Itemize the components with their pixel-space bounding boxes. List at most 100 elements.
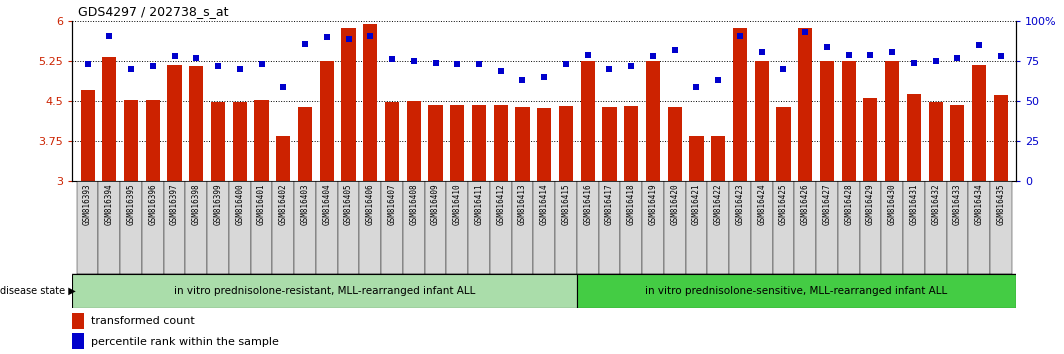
Point xyxy=(449,62,466,67)
Point xyxy=(187,55,204,61)
Text: GSM816429: GSM816429 xyxy=(866,183,875,225)
Point xyxy=(622,63,639,69)
Bar xyxy=(254,101,268,181)
Bar xyxy=(947,181,968,274)
Bar xyxy=(620,181,642,274)
Bar xyxy=(298,107,312,181)
Point xyxy=(797,30,814,35)
Bar xyxy=(450,105,464,181)
Bar xyxy=(337,181,360,274)
Bar xyxy=(533,181,555,274)
Bar xyxy=(842,61,855,181)
Point xyxy=(753,48,770,54)
Point xyxy=(427,60,444,65)
Bar xyxy=(251,181,272,274)
Bar xyxy=(233,102,247,181)
Point xyxy=(79,62,96,67)
Text: GSM816434: GSM816434 xyxy=(975,183,983,225)
Text: GSM816399: GSM816399 xyxy=(214,183,222,225)
Bar xyxy=(577,274,1016,308)
Text: GSM816393: GSM816393 xyxy=(83,183,93,225)
Bar xyxy=(102,57,116,181)
Point xyxy=(645,53,662,59)
Bar xyxy=(903,181,925,274)
Bar xyxy=(642,181,664,274)
Bar xyxy=(925,181,947,274)
Bar xyxy=(602,107,616,181)
Point xyxy=(993,53,1010,59)
Text: in vitro prednisolone-resistant, MLL-rearranged infant ALL: in vitro prednisolone-resistant, MLL-rea… xyxy=(173,286,476,296)
Text: percentile rank within the sample: percentile rank within the sample xyxy=(92,337,279,347)
Bar xyxy=(950,105,964,181)
Bar xyxy=(515,107,530,181)
Bar xyxy=(185,181,207,274)
Text: in vitro prednisolone-sensitive, MLL-rearranged infant ALL: in vitro prednisolone-sensitive, MLL-rea… xyxy=(646,286,948,296)
Text: GSM816425: GSM816425 xyxy=(779,183,788,225)
Bar xyxy=(425,181,447,274)
Text: GSM816418: GSM816418 xyxy=(627,183,635,225)
Bar xyxy=(885,61,899,181)
Text: GSM816397: GSM816397 xyxy=(170,183,179,225)
Text: GSM816398: GSM816398 xyxy=(192,183,201,225)
Bar xyxy=(599,181,620,274)
Text: GSM816404: GSM816404 xyxy=(322,183,331,225)
Bar xyxy=(72,274,577,308)
Text: disease state ▶: disease state ▶ xyxy=(0,286,76,296)
Text: GSM816435: GSM816435 xyxy=(996,183,1005,225)
Text: GSM816411: GSM816411 xyxy=(475,183,483,225)
Bar xyxy=(646,61,660,181)
Point xyxy=(297,41,314,46)
Point xyxy=(601,66,618,72)
Text: GSM816419: GSM816419 xyxy=(648,183,658,225)
Bar xyxy=(363,24,378,181)
Bar xyxy=(581,61,595,181)
Point xyxy=(470,62,487,67)
Bar xyxy=(120,181,142,274)
Bar xyxy=(968,181,990,274)
Bar xyxy=(559,106,573,181)
Point xyxy=(210,63,227,69)
Text: GSM816431: GSM816431 xyxy=(910,183,918,225)
Bar xyxy=(754,61,769,181)
Text: GSM816413: GSM816413 xyxy=(518,183,527,225)
Point xyxy=(710,77,727,83)
Point xyxy=(145,63,162,69)
Text: GSM816424: GSM816424 xyxy=(758,183,766,225)
Point xyxy=(101,33,118,39)
Point xyxy=(775,66,792,72)
Point xyxy=(166,53,183,59)
Bar xyxy=(360,181,381,274)
Bar xyxy=(798,28,812,181)
Bar xyxy=(863,98,878,181)
Text: GSM816408: GSM816408 xyxy=(410,183,418,225)
Point xyxy=(275,84,292,89)
Bar xyxy=(294,181,316,274)
Text: GSM816421: GSM816421 xyxy=(692,183,701,225)
Point xyxy=(493,68,510,74)
Text: GSM816433: GSM816433 xyxy=(953,183,962,225)
Bar xyxy=(406,101,421,181)
Bar xyxy=(990,181,1012,274)
Bar xyxy=(577,181,599,274)
Text: GSM816417: GSM816417 xyxy=(605,183,614,225)
Text: GSM816412: GSM816412 xyxy=(496,183,505,225)
Bar xyxy=(494,105,508,181)
Bar xyxy=(468,181,489,274)
Text: GSM816414: GSM816414 xyxy=(539,183,549,225)
Text: GSM816420: GSM816420 xyxy=(670,183,679,225)
Point xyxy=(383,57,400,62)
Bar xyxy=(429,105,443,181)
Bar xyxy=(667,107,682,181)
Text: GSM816406: GSM816406 xyxy=(366,183,375,225)
Bar xyxy=(277,136,290,181)
Bar xyxy=(229,181,251,274)
Point xyxy=(535,74,553,80)
Bar xyxy=(685,181,708,274)
Point xyxy=(841,52,858,57)
Bar xyxy=(164,181,185,274)
Bar xyxy=(381,181,403,274)
Bar xyxy=(555,181,577,274)
Point xyxy=(362,33,379,39)
Bar xyxy=(860,181,881,274)
Text: GSM816407: GSM816407 xyxy=(387,183,397,225)
